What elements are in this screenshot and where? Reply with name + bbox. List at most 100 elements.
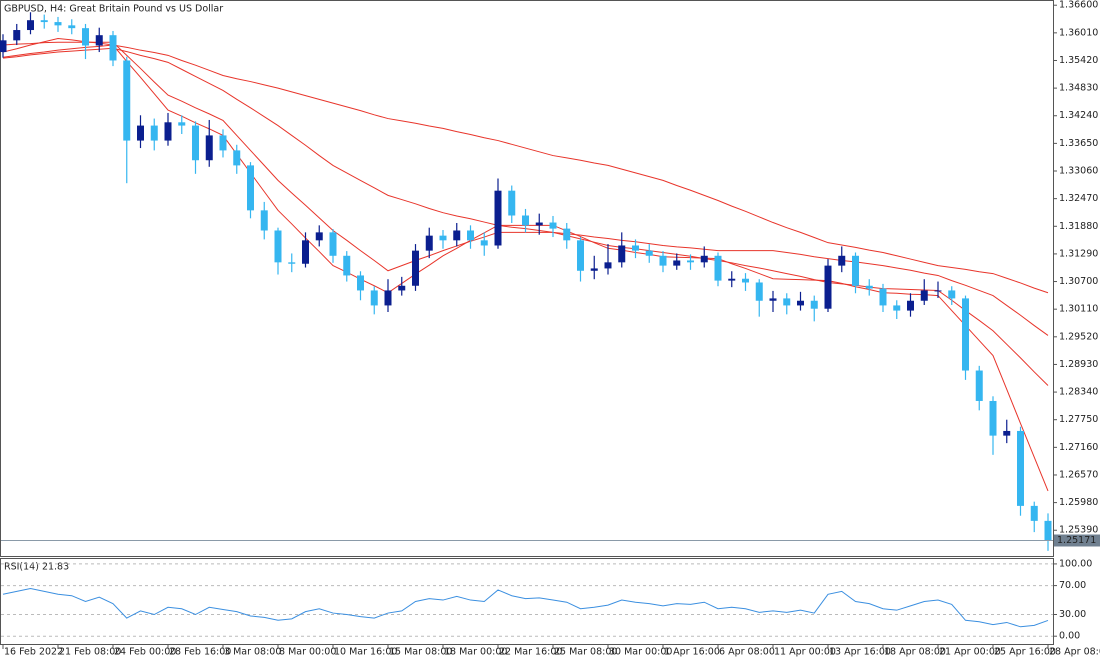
candle-body [797,300,804,306]
y-tick-label: 1.36600 [1059,0,1098,11]
candle-body [783,298,791,306]
candle-body [357,275,364,291]
candle-body [315,232,323,241]
x-tick-label: 3 Mar 08:00 [224,647,281,658]
candle-body [893,305,901,311]
candle-body [838,255,846,266]
candle-body [769,298,777,301]
candle-body [535,222,543,226]
candle-body [948,290,956,299]
y-tick-label: 1.27160 [1059,442,1098,453]
candle-body [687,260,694,263]
x-tick-label: 24 Feb 00:00 [114,647,176,658]
candle-body [480,240,488,246]
y-tick-label: 1.28340 [1059,387,1098,398]
chart-title: GBPUSD, H4: Great Britain Pound vs US Do… [4,4,223,15]
x-tick-label: 18 Mar 00:00 [444,647,507,658]
y-tick-label: 1.29520 [1059,331,1098,342]
last-price-label: 1.25171 [1057,535,1096,546]
candle-body [68,25,76,29]
y-tick-label: 1.34240 [1059,110,1098,121]
x-tick-label: 11 Apr 00:00 [774,647,836,658]
x-tick-label: 15 Mar 08:00 [389,647,452,658]
y-tick-label: 1.26570 [1059,469,1098,480]
candle-body [824,265,832,309]
candle-body [659,255,667,266]
candle-body [865,285,873,289]
candle-body [398,285,406,291]
x-tick-label: 25 Apr 16:00 [994,647,1056,658]
y-tick-label: 1.35420 [1059,55,1098,66]
candle-body [13,30,21,41]
candle-body [0,40,7,53]
candle-body [302,240,309,264]
price-pane [0,0,1054,557]
y-tick-label: 1.25390 [1059,525,1098,536]
x-tick-label: 1 Apr 16:00 [664,647,720,658]
y-tick-label: 1.32470 [1059,193,1098,204]
x-tick-label: 25 Mar 08:00 [554,647,617,658]
candle-body [412,250,419,286]
x-tick-label: 16 Feb 2022 [4,647,63,658]
candle-body [645,250,653,256]
candle-body [453,230,461,241]
candle-body [549,222,557,229]
candle-body [810,300,818,309]
rsi-pane [0,558,1054,645]
y-tick-label: 1.25980 [1059,497,1098,508]
candle-body [577,240,584,271]
y-tick-label: 1.28930 [1059,359,1098,370]
candle-body [384,290,392,306]
candle-body [962,298,969,371]
candle-body [192,125,199,161]
y-tick-label: 30.00 [1059,609,1086,620]
candle-body [370,290,378,306]
y-tick-label: 1.30700 [1059,276,1098,287]
candle-body [852,255,859,286]
candle-body [343,255,351,276]
candle-body [755,282,763,301]
line [2,44,1049,294]
x-tick-label: 22 Mar 16:00 [499,647,562,658]
candle-body [907,300,914,311]
y-tick-label: 1.27750 [1059,414,1098,425]
y-tick-label: 1.33650 [1059,138,1098,149]
candle-body [604,262,612,269]
candle-body [274,230,282,263]
candle-body [522,215,529,226]
candle-body [618,245,626,263]
candle-body [40,20,48,23]
y-tick-label: 100.00 [1059,558,1092,569]
candle-body [150,125,158,141]
candle-body [123,60,131,141]
candle-body [590,268,598,271]
candle-body [700,255,708,263]
candle-body [1030,505,1038,521]
candle-body [219,135,227,151]
x-tick-label: 21 Apr 00:00 [939,647,1001,658]
last-price-box [1054,534,1100,547]
candle-body [728,278,736,281]
candle-body [975,370,983,401]
candle-body [673,260,681,266]
candle-body [742,278,749,283]
candle-body [714,255,722,281]
y-tick-label: 1.34830 [1059,83,1098,94]
x-tick-label: 8 Mar 00:00 [279,647,336,658]
candle-body [329,232,337,256]
candle-body [137,125,144,141]
candle-body [205,135,213,161]
y-tick-label: 70.00 [1059,580,1086,591]
x-tick-label: 10 Mar 16:00 [334,647,397,658]
x-tick-label: 28 Feb 16:00 [169,647,231,658]
candle-body [563,228,571,241]
candle-body [508,190,516,216]
rsi-title: RSI(14) 21.83 [4,562,69,573]
y-tick-label: 0.00 [1059,631,1080,642]
candle-body [439,235,447,241]
candle-body [109,35,117,61]
candle-body [164,122,172,141]
candle-body [934,290,942,292]
candle-body [95,35,103,46]
